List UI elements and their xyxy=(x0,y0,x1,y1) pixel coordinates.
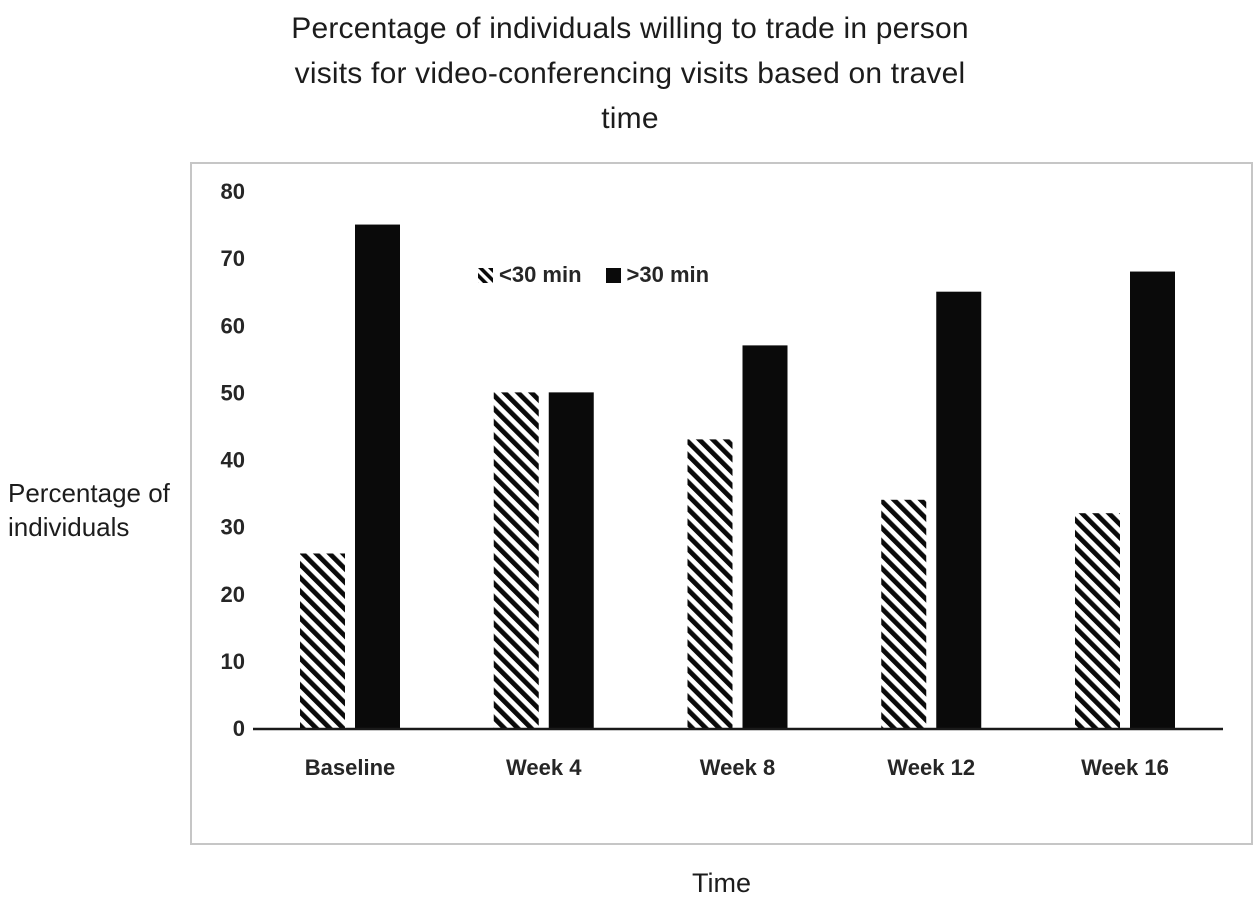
solid-swatch-icon xyxy=(605,267,621,283)
x-axis-label: Time xyxy=(692,868,751,898)
y-tick-label: 70 xyxy=(221,246,245,271)
legend-label-over-30: >30 min xyxy=(626,262,710,287)
x-category-label: Week 8 xyxy=(700,755,775,780)
chart-title-line-2: visits for video-conferencing visits bas… xyxy=(294,57,966,90)
bar-solid-week-4 xyxy=(548,392,594,728)
y-tick-label: 40 xyxy=(221,448,245,473)
bar-hatched-week-8 xyxy=(687,439,733,728)
y-axis-label-line-2: individuals xyxy=(8,512,130,542)
y-tick-label: 30 xyxy=(221,515,245,540)
plot-canvas: 0 10 20 30 40 50 60 70 80 Baseline Week 4 Week 8 Wee… xyxy=(221,179,1223,780)
plot-area: <30 min >30 min 0 10 20 30 40 50 60 70 80 Baselin… xyxy=(190,162,1253,845)
y-tick-label: 10 xyxy=(221,649,245,674)
chart-title-line-1: Percentage of individuals willing to tra… xyxy=(291,12,969,45)
legend-label-under-30: <30 min xyxy=(499,262,582,287)
y-tick-label: 60 xyxy=(221,313,245,338)
bar-solid-baseline xyxy=(355,224,400,728)
bar-hatched-week-4 xyxy=(493,392,539,728)
x-category-label: Week 16 xyxy=(1081,755,1169,780)
bar-hatched-week-12 xyxy=(881,499,927,728)
chart-title: Percentage of individuals willing to tra… xyxy=(0,6,1260,141)
y-axis-label-line-1: Percentage of xyxy=(8,478,170,508)
bar-hatched-baseline xyxy=(300,553,345,728)
hatched-swatch-icon xyxy=(478,267,493,283)
y-tick-label: 80 xyxy=(221,179,245,204)
legend: <30 min >30 min xyxy=(478,262,709,288)
legend-item-over-30: >30 min xyxy=(605,262,710,288)
y-axis-label: Percentage of individuals xyxy=(8,476,170,544)
y-tick-label: 20 xyxy=(221,582,245,607)
x-category-label: Baseline xyxy=(305,755,396,780)
y-tick-label: 50 xyxy=(221,380,245,405)
bar-solid-week-16 xyxy=(1130,271,1175,728)
legend-item-under-30: <30 min xyxy=(478,262,582,288)
chart-title-line-3: time xyxy=(601,102,659,135)
x-category-label: Week 4 xyxy=(506,755,582,780)
bar-solid-week-8 xyxy=(742,345,788,728)
bar-solid-week-12 xyxy=(936,291,982,728)
bar-hatched-week-16 xyxy=(1075,513,1120,728)
y-tick-label: 0 xyxy=(233,716,245,741)
x-category-label: Week 12 xyxy=(887,755,975,780)
